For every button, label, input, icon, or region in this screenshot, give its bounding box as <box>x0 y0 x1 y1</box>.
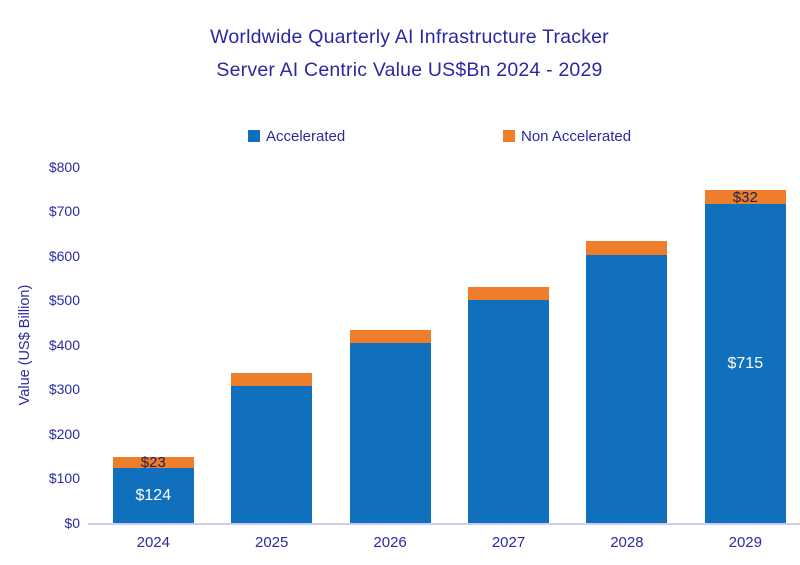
x-tick-label-2028: 2028 <box>610 534 644 551</box>
x-tick-label-2027: 2027 <box>491 534 526 551</box>
bar-segment-accelerated-2025 <box>231 386 313 523</box>
legend-item-accelerated: Accelerated <box>248 127 345 145</box>
bar-2027 <box>468 286 549 523</box>
x-tick-label-2026: 2026 <box>373 534 407 551</box>
bar-segment-accelerated-2029: $715 <box>704 204 786 523</box>
legend-label: Non Accelerated <box>521 127 632 145</box>
chart-title-line2: Server AI Centric Value US$Bn 2024 - 202… <box>216 59 603 81</box>
bar-2025 <box>231 373 313 523</box>
y-tick-label: $800 <box>48 158 80 175</box>
y-tick-label: $300 <box>48 381 80 398</box>
bar-segment-non-accelerated-2026 <box>349 329 431 344</box>
y-tick-label: $600 <box>48 247 80 264</box>
bar-label-accelerated-2024: $124 <box>135 486 172 504</box>
x-tick-label-2025: 2025 <box>255 534 289 551</box>
bar-2028 <box>586 241 668 523</box>
y-tick-label: $700 <box>48 203 80 220</box>
y-tick-label: $0 <box>64 515 80 531</box>
bar-segment-accelerated-2024: $124 <box>112 467 194 523</box>
legend-item-non-accelerated: Non Accelerated <box>503 127 631 145</box>
y-tick-label: $400 <box>48 336 80 353</box>
bar-2024: $23 $124 <box>112 454 194 523</box>
bar-label-non-accelerated-2024: $23 <box>140 454 166 472</box>
bar-segment-non-accelerated-2024: $23 <box>112 454 194 472</box>
x-axis-line <box>88 523 800 525</box>
bar-2026 <box>349 329 431 523</box>
x-tick-label-2024: 2024 <box>136 534 170 551</box>
legend: Accelerated Non Accelerated <box>0 127 800 145</box>
bar-segment-accelerated-2027 <box>468 300 549 523</box>
bar-segment-non-accelerated-2027 <box>468 286 549 301</box>
legend-label: Accelerated <box>266 127 346 145</box>
y-tick-label: $100 <box>48 470 80 487</box>
bar-2029: $32 $715 <box>704 188 786 523</box>
legend-swatch-icon <box>248 130 260 142</box>
x-tick-label-2029: 2029 <box>728 534 762 551</box>
bar-segment-non-accelerated-2025 <box>231 373 313 387</box>
bar-label-non-accelerated-2029: $32 <box>732 188 758 206</box>
legend-swatch-icon <box>503 130 515 142</box>
chart-title-line1: Worldwide Quarterly AI Infrastructure Tr… <box>210 26 609 48</box>
y-tick-label: $500 <box>48 292 80 309</box>
chart-title: Worldwide Quarterly AI Infrastructure Tr… <box>0 21 800 87</box>
bar-label-accelerated-2029: $715 <box>727 355 764 373</box>
bar-segment-accelerated-2026 <box>349 343 431 523</box>
bar-segment-non-accelerated-2029: $32 <box>704 188 786 206</box>
bar-segment-non-accelerated-2028 <box>586 241 668 256</box>
y-tick-label: $200 <box>48 425 80 442</box>
bar-segment-accelerated-2028 <box>586 255 668 523</box>
